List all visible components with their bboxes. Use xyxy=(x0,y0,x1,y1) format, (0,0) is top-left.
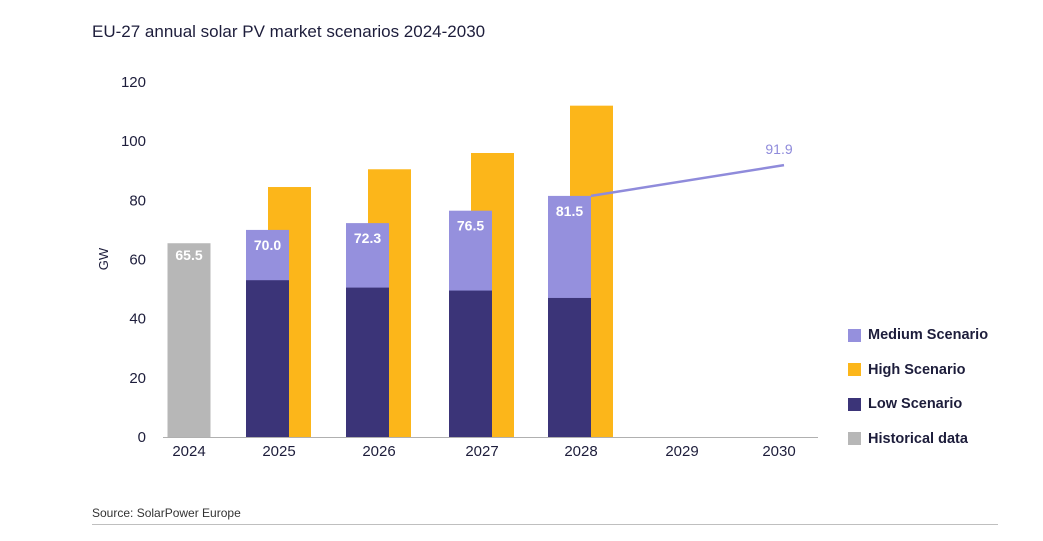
line-medium-projection xyxy=(590,163,785,198)
bar-historical-2024 xyxy=(167,243,211,437)
legend-label-high: High Scenario xyxy=(868,361,966,378)
data-label-2025: 70.0 xyxy=(254,237,281,253)
legend-label-low: Low Scenario xyxy=(868,396,963,413)
bar-low-2027 xyxy=(449,290,492,437)
y-tick-label: 100 xyxy=(121,133,146,150)
legend-item-high: High Scenario xyxy=(848,353,988,388)
legend-item-historical: Historical data xyxy=(848,422,988,457)
x-tick-label-2026: 2026 xyxy=(362,443,395,460)
source-divider xyxy=(92,524,998,525)
x-tick-label-2028: 2028 xyxy=(564,443,597,460)
x-tick-label-2027: 2027 xyxy=(465,443,498,460)
y-tick-label: 120 xyxy=(121,74,146,91)
legend-swatch-medium xyxy=(848,328,861,342)
legend-item-low: Low Scenario xyxy=(848,387,988,422)
data-label-2027: 76.5 xyxy=(457,218,484,234)
source-note: Source: SolarPower Europe xyxy=(92,506,241,520)
bar-low-2028 xyxy=(548,297,591,437)
y-tick-label: 80 xyxy=(129,192,146,209)
legend-label-medium: Medium Scenario xyxy=(868,327,989,344)
y-axis-label: GW xyxy=(96,247,111,270)
legend-swatch-high xyxy=(848,363,861,377)
legend-item-medium: Medium Scenario xyxy=(848,318,988,353)
legend-swatch-historical xyxy=(848,432,861,446)
x-tick-label-2025: 2025 xyxy=(262,443,295,460)
legend-swatch-low xyxy=(848,397,861,411)
y-tick-label: 40 xyxy=(129,311,146,328)
data-label-2028: 81.5 xyxy=(556,203,583,219)
y-tick-label: 60 xyxy=(129,252,146,269)
y-tick-label: 0 xyxy=(138,429,146,446)
chart-title: EU-27 annual solar PV market scenarios 2… xyxy=(92,22,486,41)
data-label-2024: 65.5 xyxy=(175,247,202,263)
bar-low-2025 xyxy=(246,280,289,437)
x-tick-label-2029: 2029 xyxy=(665,443,698,460)
x-tick-label-2024: 2024 xyxy=(172,443,205,460)
legend-label-historical: Historical data xyxy=(868,430,968,447)
x-tick-label-2030: 2030 xyxy=(762,443,795,460)
y-tick-label: 20 xyxy=(129,370,146,387)
legend: Medium Scenario High Scenario Low Scenar… xyxy=(848,318,988,456)
data-label-2030: 91.9 xyxy=(765,141,792,157)
bar-low-2026 xyxy=(346,287,389,437)
data-label-2026: 72.3 xyxy=(354,230,381,246)
